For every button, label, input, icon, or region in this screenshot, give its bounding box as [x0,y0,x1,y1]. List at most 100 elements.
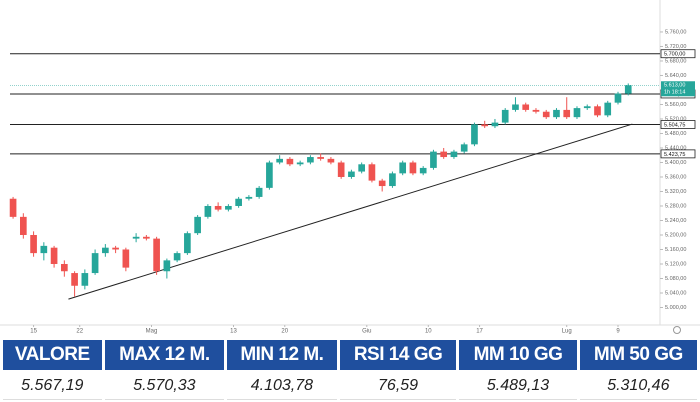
candle [214,202,222,212]
candle [532,108,540,114]
candle-body [389,173,396,187]
candle-body [50,247,58,264]
y-tick-label: 5.480,00 [665,131,686,137]
table-header: MM 10 GG [459,340,577,370]
candle [358,162,366,174]
candle [542,109,550,119]
candle-body [542,111,550,118]
candle-body [19,216,27,235]
candle [399,160,407,176]
x-tick-label: 15 [30,329,37,335]
candle-body [81,273,89,286]
y-tick-label: 5.520,00 [665,116,686,122]
candle-body [184,233,191,254]
candle-body [266,162,273,188]
table-value: 5.567,19 [3,372,102,400]
candle [419,166,427,176]
candle [604,100,612,118]
candle-body [153,238,160,272]
x-tick-label: 22 [76,329,83,335]
candle [317,153,324,161]
candle [81,269,89,290]
candle-body [491,122,499,127]
y-tick-label: 5.160,00 [665,247,686,253]
settings-icon[interactable] [673,326,681,334]
candle-body [30,234,37,254]
candle [481,120,489,129]
level-label: 5.423,75 [664,152,685,158]
candle-body [440,151,448,158]
candle [102,244,109,257]
candle-body [553,109,560,118]
candle [471,122,478,147]
candle [91,249,99,275]
candle [255,186,263,199]
x-tick-label: 9 [616,329,620,335]
candle [194,215,201,235]
candle-body [245,196,253,199]
candle-body [358,164,366,172]
candle-body [624,85,632,94]
candle [245,195,253,201]
trendline [68,123,633,300]
candle [512,97,519,112]
table-header: RSI 14 GG [339,340,457,370]
candle-body [583,106,591,109]
candle [71,271,78,297]
y-tick-label: 5.080,00 [665,276,686,282]
candle-body [327,158,335,163]
candle-body [132,236,140,239]
candle-body [112,247,119,250]
candle-body [512,104,519,110]
candle-body [61,263,68,272]
table-value: 5.489,13 [459,372,577,400]
stats-table: VALORE MAX 12 M. MIN 12 M. RSI 14 GG MM 10 G… [0,338,700,402]
candle [61,260,68,277]
table-value: 76,59 [339,372,457,400]
candle-body [501,109,509,123]
x-tick-label: 10 [425,329,432,335]
candle [522,102,530,112]
candle-body [255,187,263,197]
candle-body [40,245,48,254]
y-tick-label: 5.640,00 [665,73,686,79]
candle [307,155,314,165]
candle-body [194,216,201,234]
candle-body [399,162,407,174]
x-tick-label: 20 [281,329,288,335]
y-tick-label: 5.760,00 [665,29,686,35]
candle [112,245,119,254]
candle [225,204,232,212]
candle [337,160,345,179]
value-row: 5.567,19 5.570,33 4.103,78 76,59 5.489,13 5.3… [3,372,697,400]
table-header: MAX 12 M. [104,340,225,370]
candle-body [122,249,130,268]
candle-body [9,198,17,217]
candle [296,160,304,167]
table-header: MM 50 GG [579,340,697,370]
candle-body [317,157,324,159]
candle [9,196,17,219]
candle [460,142,468,154]
candle-body [368,164,376,181]
candle-body [563,109,571,118]
candle-body [522,104,530,110]
candle [430,149,437,170]
table-value: 5.310,46 [579,372,697,400]
candle-body [276,158,283,163]
countdown-label: 1h 18:14 [664,90,685,96]
candle-body [163,260,171,272]
x-tick-label: 17 [476,329,483,335]
candle-body [348,171,355,177]
y-tick-label: 5.040,00 [665,290,686,296]
candle-body [307,157,314,163]
candle [594,104,601,118]
y-tick-label: 5.320,00 [665,189,686,195]
level-label: 5.700,00 [664,52,685,58]
candle [50,245,58,268]
candle-body [296,162,304,165]
candle-body [419,167,427,174]
candle-body [532,109,540,112]
candle-body [409,162,417,174]
